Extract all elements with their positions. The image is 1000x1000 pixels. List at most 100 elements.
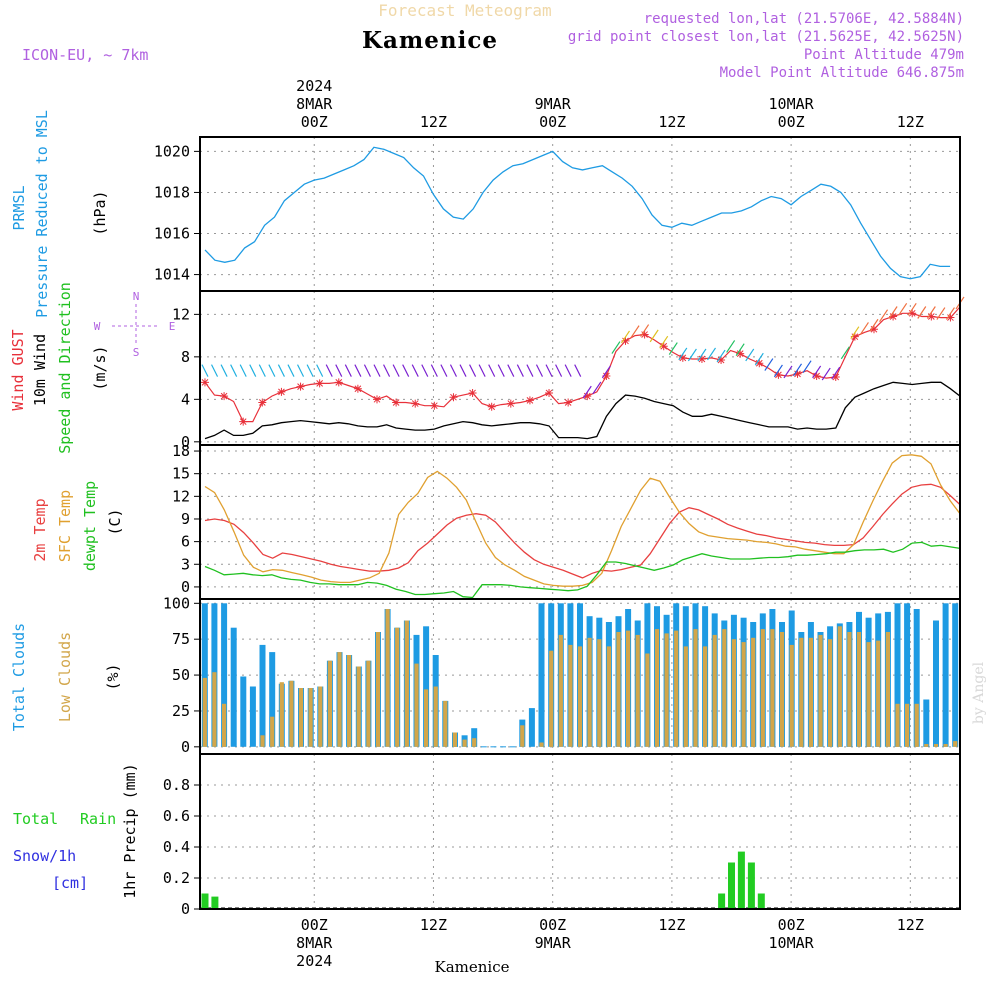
- wind-direction-arrow: [488, 364, 496, 377]
- wind-direction-arrow: [668, 342, 678, 355]
- data-marks: [200, 146, 965, 909]
- low-clouds-label: Low Clouds: [56, 632, 74, 722]
- wind-direction-arrow: [601, 365, 611, 379]
- wind-direction-arrow: [469, 364, 477, 377]
- y-tick-label: 9: [181, 510, 190, 528]
- wind-direction-arrow: [535, 364, 544, 377]
- wind-direction-arrow: [831, 366, 841, 380]
- sfc-temp-line: [204, 454, 961, 587]
- low-clouds-bar: [597, 639, 602, 747]
- compass-rose: N S W E: [94, 290, 176, 359]
- time-label-top: 00Z: [778, 113, 805, 131]
- wind-direction-arrow: [678, 347, 688, 361]
- location-title: Kamenice: [362, 27, 498, 54]
- gust-marker: [812, 371, 821, 380]
- low-clouds-bar: [635, 634, 640, 747]
- wind-direction-arrow: [297, 364, 305, 377]
- wind-direction-arrow: [249, 364, 257, 377]
- wind10m-line: [204, 381, 961, 440]
- dewpt-line: [204, 541, 961, 599]
- low-clouds-bar: [318, 686, 323, 747]
- low-clouds-bar: [731, 639, 736, 747]
- wind-direction-arrow: [421, 364, 429, 377]
- low-clouds-bar: [587, 637, 592, 747]
- gust-marker: [678, 353, 687, 362]
- gust-marker: [564, 398, 573, 407]
- total-clouds-bar: [249, 686, 256, 747]
- wind-direction-arrow: [268, 364, 276, 377]
- date-label-bottom: 9MAR: [535, 934, 572, 952]
- temp-unit: (C): [106, 508, 124, 535]
- y-tick-label: 0.2: [163, 869, 190, 887]
- low-clouds-bar: [289, 680, 294, 747]
- wind-direction-arrow: [879, 309, 889, 323]
- gust-marker: [373, 395, 381, 404]
- wind-direction-arrow: [555, 364, 563, 377]
- model-label: ICON-EU, ~ 7km: [22, 46, 148, 64]
- gust-label: Wind GUST: [9, 329, 27, 410]
- date-label-bottom: 8MAR: [296, 934, 333, 952]
- wind-direction-arrow: [611, 341, 621, 354]
- gust-marker: [487, 402, 496, 411]
- total-clouds-bar: [471, 728, 478, 747]
- compass-south: S: [133, 346, 140, 359]
- wind-direction-arrow: [258, 364, 266, 377]
- precip-bar: [757, 893, 765, 909]
- wind-direction-arrow: [201, 364, 209, 377]
- time-label-top: 00Z: [301, 113, 328, 131]
- wind-direction-arrow: [783, 365, 793, 379]
- wind-direction-arrow: [210, 364, 219, 377]
- low-clouds-bar: [298, 688, 304, 747]
- y-tick-label: 25: [172, 702, 190, 720]
- gust-marker: [774, 370, 783, 379]
- gridpoint-coords: grid point closest lon,lat (21.5625E, 42…: [568, 29, 964, 45]
- rain-label: Rain: [80, 810, 116, 828]
- wind-direction-arrow: [840, 346, 850, 360]
- wind-direction-arrow: [411, 364, 419, 377]
- low-clouds-bar: [924, 744, 929, 747]
- wind-direction-arrow: [545, 364, 553, 377]
- wind-direction-arrow: [764, 358, 774, 371]
- wind-direction-arrow: [287, 364, 295, 377]
- low-clouds-bar: [789, 644, 794, 747]
- precip-bar: [737, 851, 745, 909]
- snow-unit: [cm]: [52, 874, 88, 892]
- low-clouds-bar: [443, 700, 448, 747]
- y-tick-label: 1018: [154, 183, 190, 201]
- wind-direction-arrow: [649, 329, 659, 343]
- wind-direction-arrow: [821, 367, 831, 381]
- low-clouds-bar: [433, 686, 438, 747]
- low-clouds-bar: [933, 744, 939, 747]
- wind-direction-arrow: [716, 349, 726, 363]
- total-clouds-bar: [269, 652, 276, 747]
- total-clouds-bar: [221, 603, 228, 747]
- low-clouds-bar: [472, 738, 477, 747]
- wind-direction-arrow: [354, 364, 362, 377]
- y-tick-label: 15: [172, 465, 190, 483]
- low-clouds-bar: [577, 646, 583, 747]
- low-clouds-bar: [452, 732, 457, 747]
- wind-direction-arrow: [478, 364, 486, 377]
- total-clouds-bar: [538, 603, 545, 747]
- low-clouds-bar: [905, 703, 910, 747]
- low-clouds-bar: [414, 663, 419, 747]
- gust-marker: [353, 384, 362, 393]
- wind-direction-arrow: [773, 364, 783, 378]
- total-clouds-bar: [230, 627, 237, 747]
- gust-marker: [334, 378, 343, 387]
- y-tick-label: 0: [181, 433, 190, 451]
- gust-marker: [640, 330, 649, 339]
- low-clouds-bar: [356, 666, 361, 747]
- axis-labels: 1014101610181020048120369121518025507510…: [154, 77, 924, 970]
- low-clouds-bar: [953, 741, 958, 747]
- wind-direction-arrow: [754, 352, 764, 366]
- gust-marker: [697, 354, 706, 363]
- precip-bar: [718, 893, 726, 909]
- gust-marker: [755, 359, 764, 368]
- precip-bar: [201, 893, 209, 909]
- y-tick-label: 100: [163, 594, 190, 612]
- time-label-bottom: 12Z: [420, 916, 447, 934]
- low-clouds-bar: [424, 689, 429, 747]
- requested-coords: requested lon,lat (21.5706E, 42.5884N): [644, 11, 964, 27]
- gust-marker: [277, 387, 286, 396]
